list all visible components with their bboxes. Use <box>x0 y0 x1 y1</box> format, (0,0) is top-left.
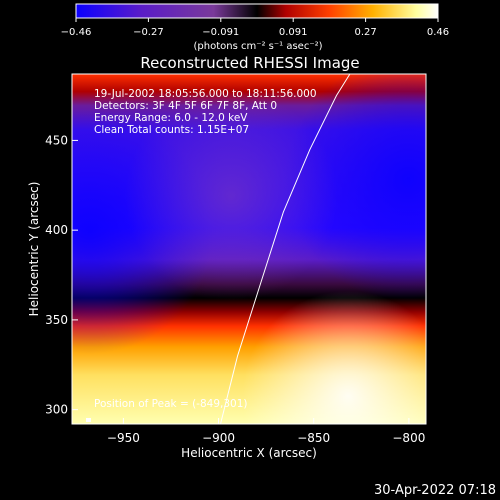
heatmap-image <box>72 74 426 424</box>
footer-timestamp: 30-Apr-2022 07:18 <box>374 483 496 498</box>
x-tick-label: −950 <box>107 431 140 445</box>
colorbar-ticks: −0.46 −0.27 −0.091 0.091 0.27 0.46 <box>61 18 449 38</box>
y-axis-ticks: 300 350 400 450 <box>45 133 78 417</box>
y-tick-label: 350 <box>45 313 68 327</box>
x-tick-label: −900 <box>202 431 235 445</box>
info-time-range: 19-Jul-2002 18:05:56.000 to 18:11:56.000 <box>94 88 317 100</box>
info-energy-range: Energy Range: 6.0 - 12.0 keV <box>94 112 248 124</box>
colorbar-tick-label: 0.46 <box>427 27 449 38</box>
corner-marker <box>86 418 91 422</box>
colorbar-tick-label: 0.091 <box>279 27 308 38</box>
info-detectors: Detectors: 3F 4F 5F 6F 7F 8F, Att 0 <box>94 100 277 112</box>
colorbar-unit-label: (photons cm⁻² s⁻¹ asec⁻²) <box>193 41 322 52</box>
colorbar <box>75 3 439 19</box>
y-tick-label: 300 <box>45 403 68 417</box>
colorbar-tick-label: 0.27 <box>354 27 376 38</box>
plot-frame <box>71 73 427 425</box>
y-axis-label: Heliocentric Y (arcsec) <box>27 182 41 317</box>
peak-position-label: Position of Peak = (-849,301) <box>94 398 248 410</box>
colorbar-tick-label: −0.091 <box>202 27 239 38</box>
y-tick-label: 400 <box>45 223 68 237</box>
colorbar-tick-label: −0.27 <box>133 27 164 38</box>
x-tick-label: −800 <box>392 431 425 445</box>
solar-limb-curve <box>220 74 351 424</box>
x-axis-label: Heliocentric X (arcsec) <box>181 446 317 460</box>
x-tick-label: −850 <box>297 431 330 445</box>
colorbar-tick-label: −0.46 <box>61 27 92 38</box>
plot-title: Reconstructed RHESSI Image <box>140 54 359 72</box>
y-tick-label: 450 <box>45 133 68 147</box>
info-clean-counts: Clean Total counts: 1.15E+07 <box>94 124 249 136</box>
x-axis-ticks: −950 −900 −850 −800 <box>107 418 425 445</box>
